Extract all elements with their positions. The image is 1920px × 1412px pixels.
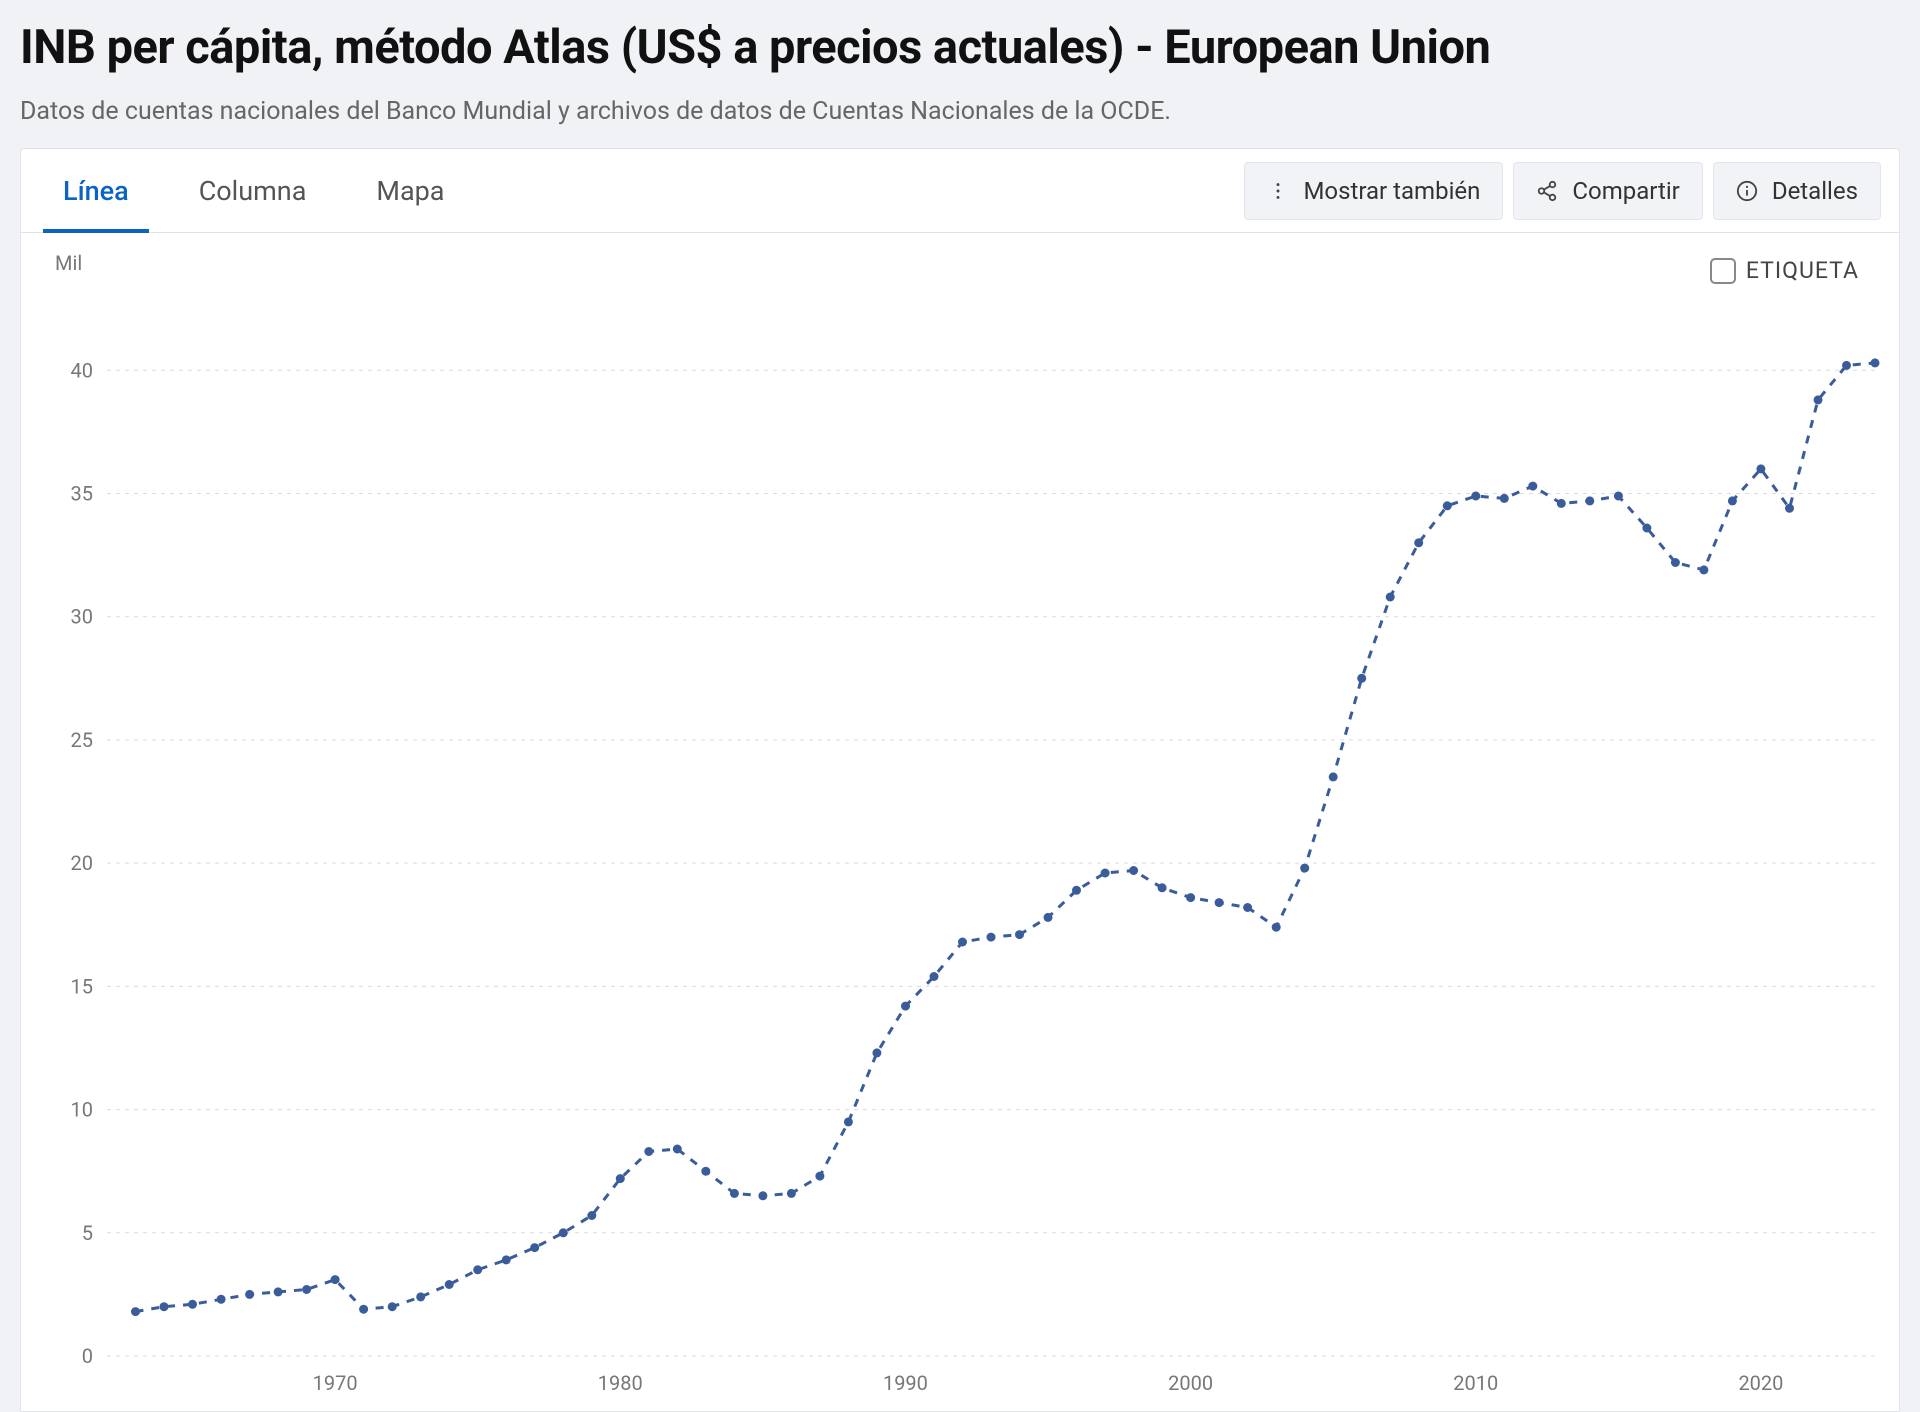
svg-text:2020: 2020 (1738, 1371, 1783, 1395)
legend-checkbox[interactable] (1710, 258, 1736, 284)
svg-text:15: 15 (71, 974, 93, 998)
page-subtitle: Datos de cuentas nacionales del Banco Mu… (20, 97, 1900, 126)
tab-column[interactable]: Columna (199, 149, 307, 232)
page-title: INB per cápita, método Atlas (US$ a prec… (20, 20, 1900, 75)
details-label: Detalles (1772, 177, 1858, 205)
svg-text:1980: 1980 (598, 1371, 643, 1395)
tab-map[interactable]: Mapa (376, 149, 444, 232)
show-also-label: Mostrar también (1303, 177, 1480, 205)
chart-card: Línea Columna Mapa Mostrar también Compa… (20, 148, 1900, 1412)
svg-text:0: 0 (82, 1344, 93, 1368)
svg-text:35: 35 (71, 482, 93, 506)
legend-label: ETIQUETA (1746, 257, 1859, 284)
share-button[interactable]: Compartir (1513, 162, 1702, 220)
share-icon (1536, 180, 1558, 202)
tabs-row: Línea Columna Mapa Mostrar también Compa… (21, 149, 1899, 233)
svg-text:1970: 1970 (313, 1371, 358, 1395)
info-icon (1736, 180, 1758, 202)
tab-line[interactable]: Línea (63, 149, 129, 232)
more-vertical-icon (1267, 180, 1289, 202)
y-axis-unit: Mil (55, 251, 1869, 275)
svg-text:10: 10 (71, 1098, 93, 1122)
svg-text:25: 25 (71, 728, 93, 752)
svg-text:40: 40 (71, 358, 93, 382)
details-button[interactable]: Detalles (1713, 162, 1881, 220)
legend: ETIQUETA (1710, 257, 1859, 284)
svg-text:20: 20 (71, 851, 93, 875)
svg-text:1990: 1990 (883, 1371, 928, 1395)
tabs: Línea Columna Mapa (39, 149, 445, 232)
svg-text:2000: 2000 (1168, 1371, 1213, 1395)
svg-text:2010: 2010 (1453, 1371, 1498, 1395)
chart-area: Mil ETIQUETA 0 5 10 15 20 25 30 35 40 1970 1980 199… (21, 233, 1899, 1411)
svg-text:5: 5 (82, 1221, 93, 1245)
line-chart[interactable]: 0 5 10 15 20 25 30 35 40 1970 1980 1990 2000 2010 2020 (51, 281, 1909, 1401)
action-buttons: Mostrar también Compartir Detalles (1244, 162, 1881, 220)
show-also-button[interactable]: Mostrar también (1244, 162, 1503, 220)
share-label: Compartir (1572, 177, 1679, 205)
svg-text:30: 30 (71, 605, 93, 629)
